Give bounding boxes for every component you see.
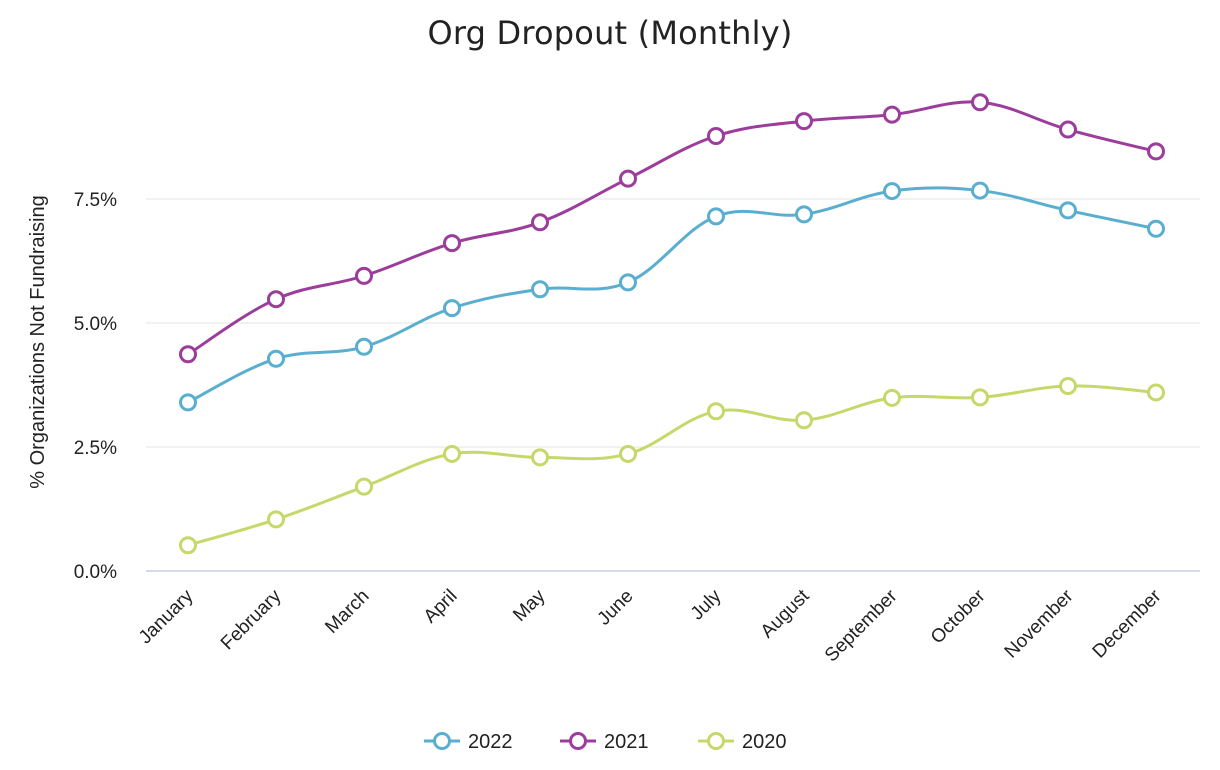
data-point[interactable]	[267, 290, 285, 309]
x-tick-label: July	[687, 585, 726, 624]
data-point[interactable]	[707, 402, 725, 421]
series-2021	[179, 93, 1165, 364]
data-point[interactable]	[355, 477, 373, 496]
data-point[interactable]	[795, 411, 813, 430]
series-line	[187, 100, 1157, 356]
series-line	[187, 186, 1157, 404]
y-tick-labels: 0.0% 2.5% 5.0% 7.5%	[74, 190, 117, 583]
data-point[interactable]	[179, 536, 197, 555]
data-point[interactable]	[971, 93, 989, 112]
data-point[interactable]	[267, 349, 285, 368]
data-point[interactable]	[1059, 201, 1077, 220]
x-tick-label: May	[509, 585, 550, 626]
x-tick-label: December	[1089, 585, 1166, 662]
y-tick-label: 2.5%	[74, 438, 117, 459]
data-point[interactable]	[1059, 120, 1077, 139]
series-2020	[179, 376, 1165, 555]
data-point[interactable]	[531, 280, 549, 299]
data-point[interactable]	[179, 393, 197, 412]
legend-label: 2022	[468, 731, 513, 753]
data-point[interactable]	[883, 182, 901, 201]
x-tick-label: October	[927, 585, 990, 648]
data-point[interactable]	[971, 388, 989, 407]
x-tick-label: September	[821, 585, 902, 666]
legend-item-2021[interactable]: 2021	[560, 731, 649, 753]
data-point[interactable]	[531, 448, 549, 467]
x-tick-label: April	[420, 586, 462, 628]
legend-marker	[433, 732, 451, 750]
data-point[interactable]	[883, 388, 901, 407]
data-point[interactable]	[443, 234, 461, 253]
legend-item-2022[interactable]: 2022	[424, 731, 513, 753]
data-point[interactable]	[355, 266, 373, 285]
legend: 2022 2021 2020	[424, 731, 787, 753]
legend-label: 2020	[742, 731, 787, 753]
data-point[interactable]	[883, 105, 901, 124]
series-lines	[179, 93, 1165, 555]
x-tick-label: March	[321, 586, 373, 638]
y-tick-label: 5.0%	[74, 314, 117, 335]
data-point[interactable]	[971, 181, 989, 200]
y-tick-label: 7.5%	[74, 190, 117, 211]
data-point[interactable]	[619, 273, 637, 292]
data-point[interactable]	[795, 112, 813, 131]
data-point[interactable]	[1059, 376, 1077, 395]
legend-marker	[707, 732, 725, 750]
legend-label: 2021	[604, 731, 649, 753]
series-line	[187, 384, 1157, 547]
x-tick-label: August	[757, 585, 814, 642]
x-tick-label: November	[1001, 585, 1078, 662]
data-point[interactable]	[707, 127, 725, 146]
chart-title: Org Dropout (Monthly)	[427, 14, 793, 52]
data-point[interactable]	[531, 213, 549, 232]
gridlines	[146, 198, 1200, 572]
data-point[interactable]	[619, 169, 637, 188]
data-point[interactable]	[707, 207, 725, 226]
data-point[interactable]	[1147, 219, 1165, 238]
data-point[interactable]	[267, 510, 285, 529]
y-axis-label: % Organizations Not Fundraising	[27, 195, 49, 488]
x-tick-label: January	[135, 585, 198, 648]
data-point[interactable]	[443, 444, 461, 463]
data-point[interactable]	[795, 205, 813, 224]
x-tick-labels: January February March April May June July Augu…	[135, 585, 1166, 666]
legend-marker	[569, 732, 587, 750]
data-point[interactable]	[1147, 383, 1165, 402]
data-point[interactable]	[179, 345, 197, 364]
x-tick-label: June	[594, 586, 638, 630]
data-point[interactable]	[355, 337, 373, 356]
legend-item-2020[interactable]: 2020	[698, 731, 787, 753]
data-point[interactable]	[1147, 142, 1165, 161]
y-tick-label: 0.0%	[74, 562, 117, 583]
data-point[interactable]	[619, 444, 637, 463]
x-tick-label: February	[217, 585, 286, 654]
data-point[interactable]	[443, 299, 461, 318]
series-2022	[179, 181, 1165, 412]
